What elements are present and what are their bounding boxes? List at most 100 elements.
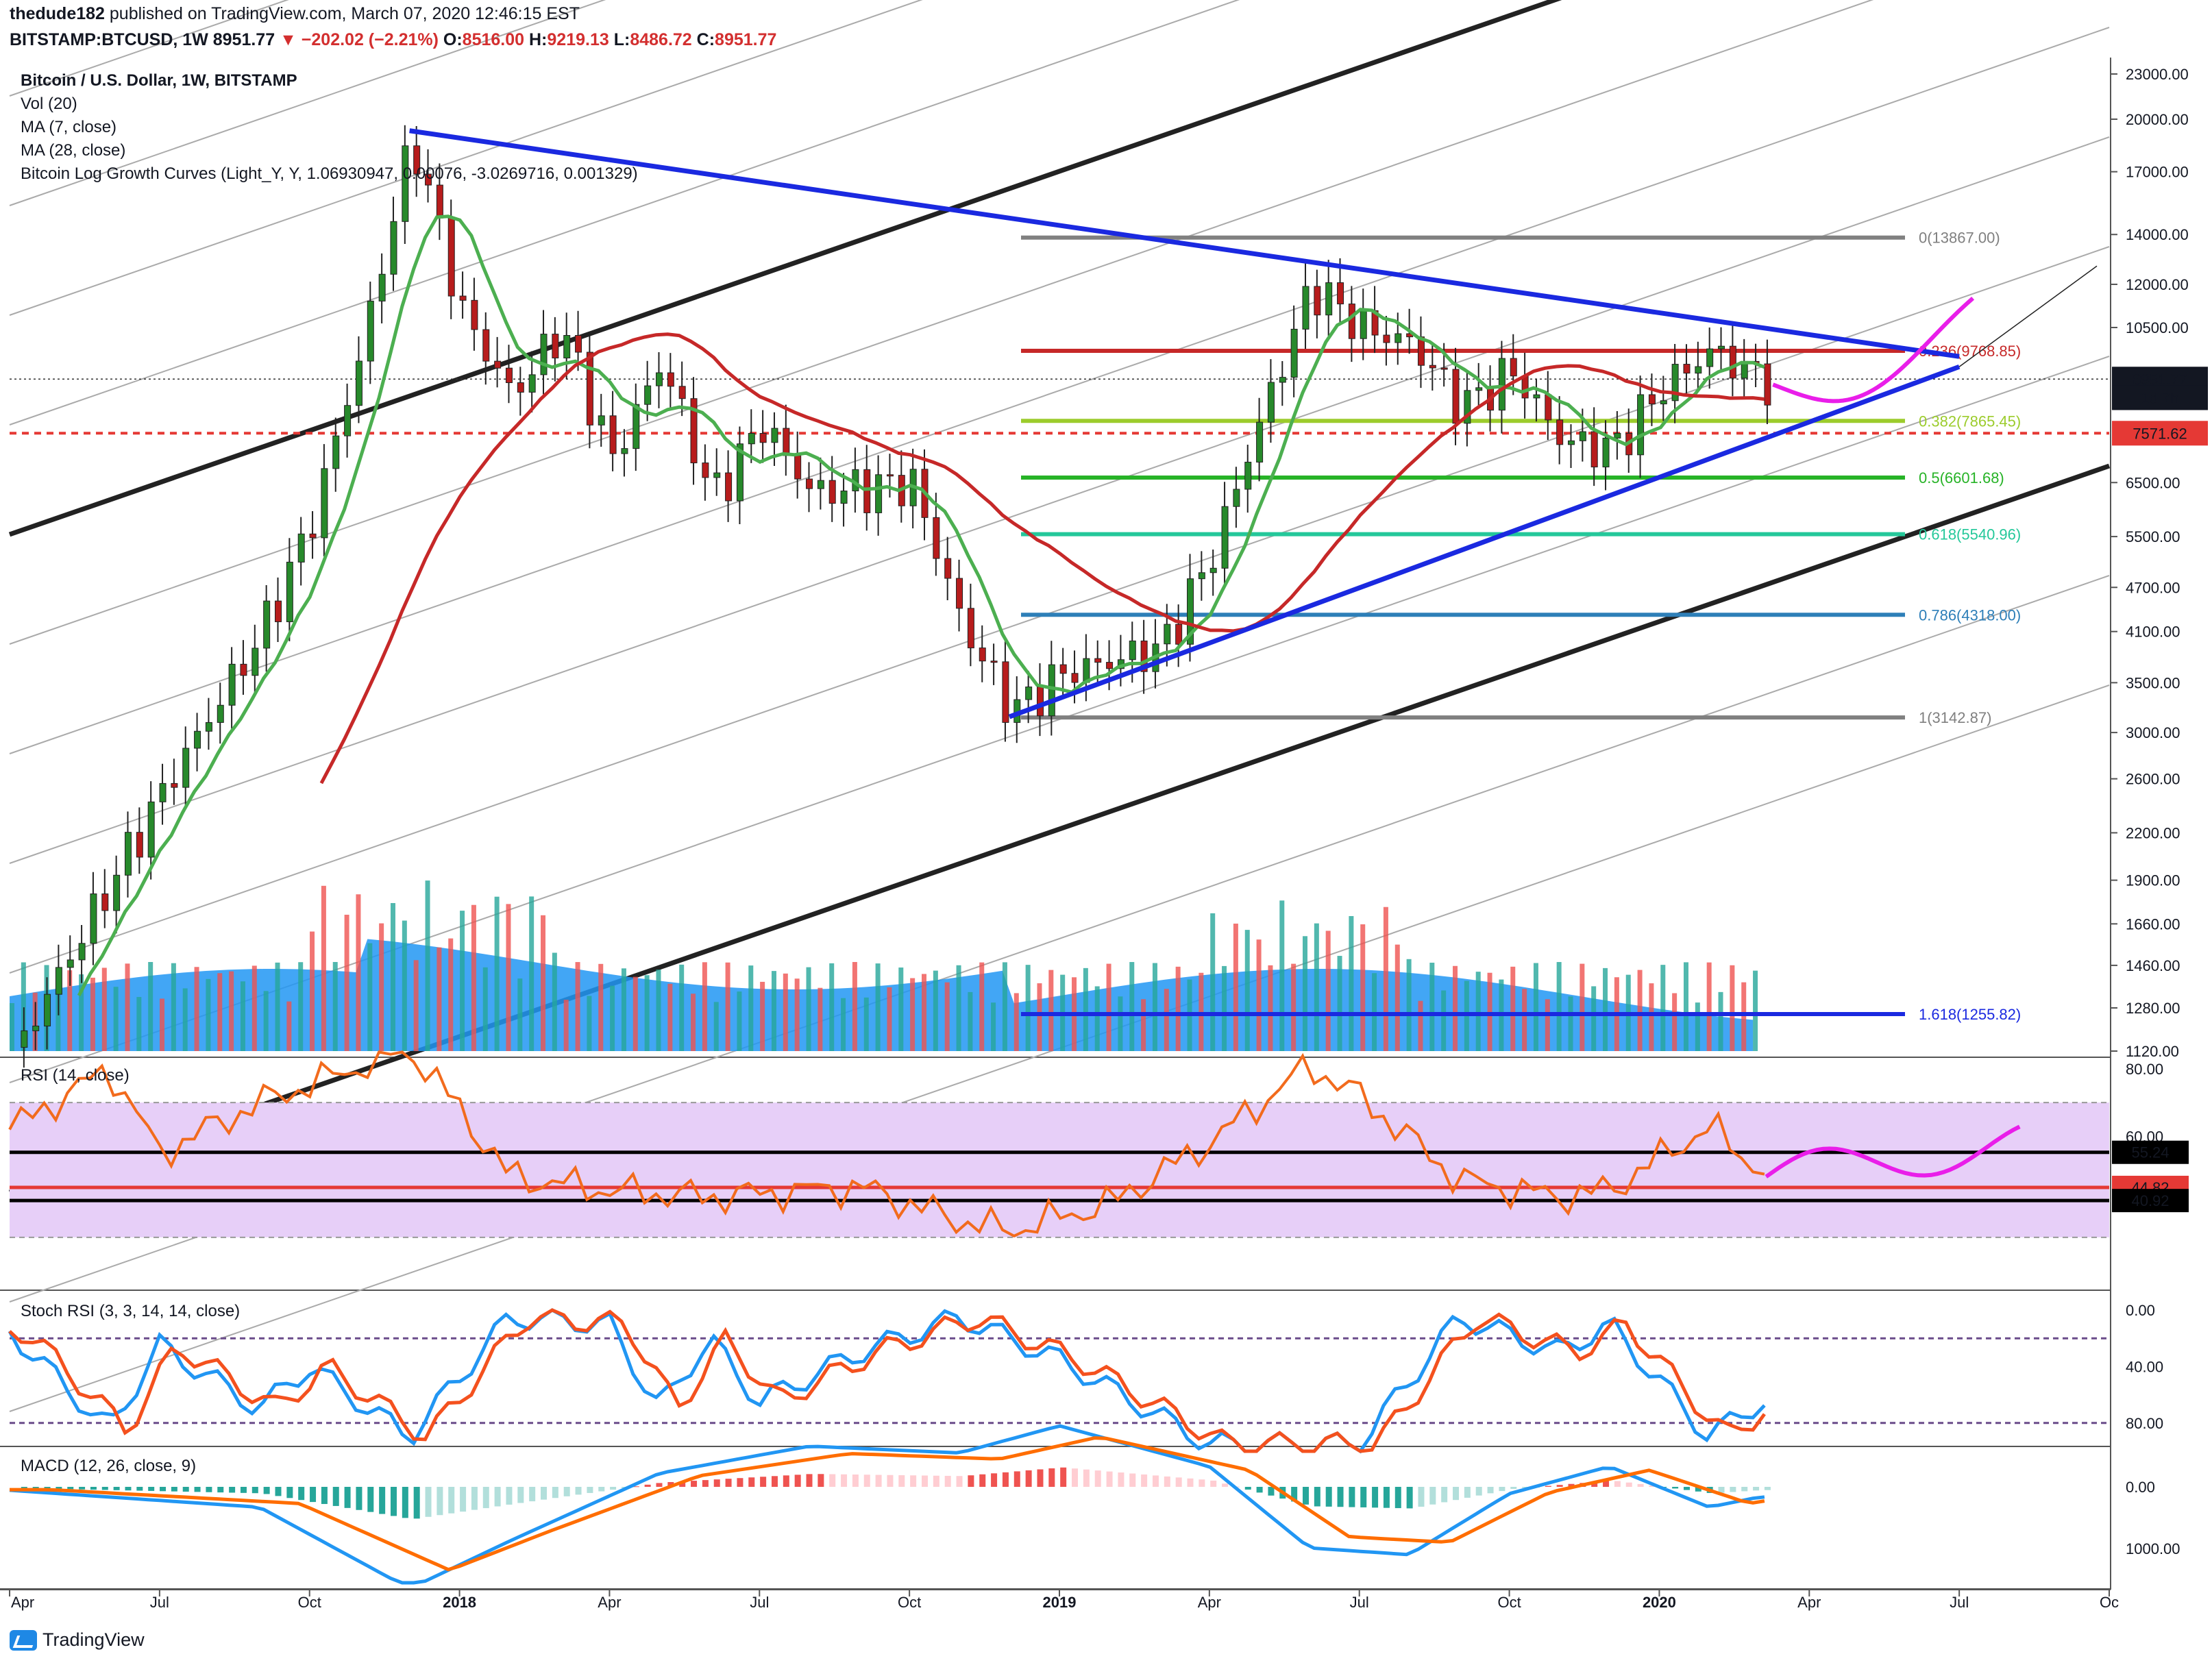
candle-body [240,663,247,676]
candle-body [1140,640,1148,672]
candle-body [1556,419,1564,445]
legend-title[interactable]: Bitcoin / U.S. Dollar, 1W, BITSTAMP [21,71,297,90]
stoch-rsi-title[interactable]: Stoch RSI (3, 3, 14, 14, close) [21,1302,241,1320]
author-name[interactable]: thedude182 [10,4,105,23]
macd-line [9,1424,1765,1585]
macd-histogram-bar [1649,1485,1656,1487]
macd-histogram-bar [563,1487,570,1496]
volume-bar [979,962,985,1051]
price-change: −202.02 (−2.21%) [301,30,439,49]
volume-bar [575,962,580,1051]
candle-body [1048,664,1055,717]
macd-histogram-bar [1718,1487,1725,1493]
volume-bar [460,911,465,1051]
macd-histogram-bar [702,1480,709,1487]
volume-bar [517,978,523,1051]
volume-bar [910,978,915,1051]
macd-tick-label: 1000.00 [2126,1540,2180,1557]
candle-body [321,468,328,539]
price-tick-label: 23000.00 [2126,66,2189,83]
rsi-title[interactable]: RSI (14, close) [21,1066,130,1085]
legend-volume[interactable]: Vol (20) [21,95,77,113]
volume-bar [160,998,165,1051]
macd-histogram-bar [1291,1487,1298,1502]
macd-histogram-bar [713,1479,720,1487]
high-label: H: [529,30,548,49]
macd-histogram-bar [67,1487,74,1490]
macd-title[interactable]: MACD (12, 26, close, 9) [21,1457,197,1475]
volume-bar [506,904,511,1051]
candle-body [251,648,259,676]
volume-bar [194,967,199,1051]
macd-histogram-bar [991,1473,998,1487]
candle-body [1025,687,1033,700]
macd-histogram-bar [1244,1487,1251,1490]
volume-bar [783,973,788,1051]
volume-bar [21,962,26,1051]
macd-histogram-bar [482,1487,489,1509]
candle-body [1510,358,1517,377]
tradingview-logo[interactable]: TradingView [10,1629,145,1651]
candle-body [552,334,559,358]
macd-histogram-bar [1129,1473,1136,1487]
ma7-line [77,214,1765,997]
stoch-d-line [8,1308,1766,1453]
macd-histogram-bar [1060,1467,1067,1487]
macd-histogram-bar [437,1487,443,1516]
candle-body [332,435,340,469]
stoch-tick-label: 80.00 [2126,1415,2163,1432]
symbol-name[interactable]: BITSTAMP:BTCUSD, 1W [10,30,208,49]
macd-histogram-bar [113,1487,120,1490]
high-value: 9219.13 [547,30,609,49]
volume-bar [898,967,904,1051]
volume-bar [1475,972,1481,1051]
volume-bar [1349,915,1354,1051]
candle-body [1221,506,1229,569]
macd-histogram-bar [1222,1483,1229,1487]
macd-histogram-bar [1614,1481,1621,1487]
legend-log-curves[interactable]: Bitcoin Log Growth Curves (Light_Y, Y, 1… [21,164,638,183]
volume-bar [1545,999,1550,1051]
macd-histogram-bar [1441,1487,1448,1503]
stoch-tick-label: 0.00 [2126,1302,2155,1319]
macd-histogram-bar [1695,1487,1701,1492]
macd-histogram-bar [148,1487,155,1491]
volume-bar [1268,965,1273,1051]
macd-histogram-bar [217,1487,224,1493]
price-tag [2112,385,2208,410]
volume-bar [1580,963,1585,1051]
macd-histogram-bar [321,1487,328,1505]
legend-ma28[interactable]: MA (28, close) [21,141,126,160]
volume-bar [1591,986,1597,1051]
macd-histogram-bar [1625,1482,1632,1487]
price-tick-label: 2600.00 [2126,771,2180,788]
candle-body [505,367,513,384]
macd-histogram-bar [979,1474,986,1487]
volume-bar [852,962,857,1051]
volume-bar [760,981,765,1051]
candle-body [1452,369,1460,424]
price-tick-label: 12000.00 [2126,276,2189,293]
candle-body [736,443,744,502]
candle-body [586,352,593,426]
candle-body [644,385,652,405]
candle-body [182,748,190,788]
macd-histogram-bar [922,1475,929,1487]
candle-body [378,273,386,301]
candle-body [413,145,421,175]
macd-histogram-bar [286,1487,293,1498]
candle-body [1360,310,1367,339]
volume-bar [933,970,938,1051]
macd-histogram-bar [229,1487,236,1493]
candle-body [563,334,571,358]
volume-bar [1487,972,1492,1051]
candle-body [447,217,455,297]
ma28-line [319,332,1765,785]
volume-bar [206,978,211,1051]
legend-ma7[interactable]: MA (7, close) [21,118,117,136]
macd-histogram-bar [171,1487,177,1492]
volume-bar [263,991,269,1051]
volume-bar [1533,963,1538,1051]
candle-body [540,334,548,375]
